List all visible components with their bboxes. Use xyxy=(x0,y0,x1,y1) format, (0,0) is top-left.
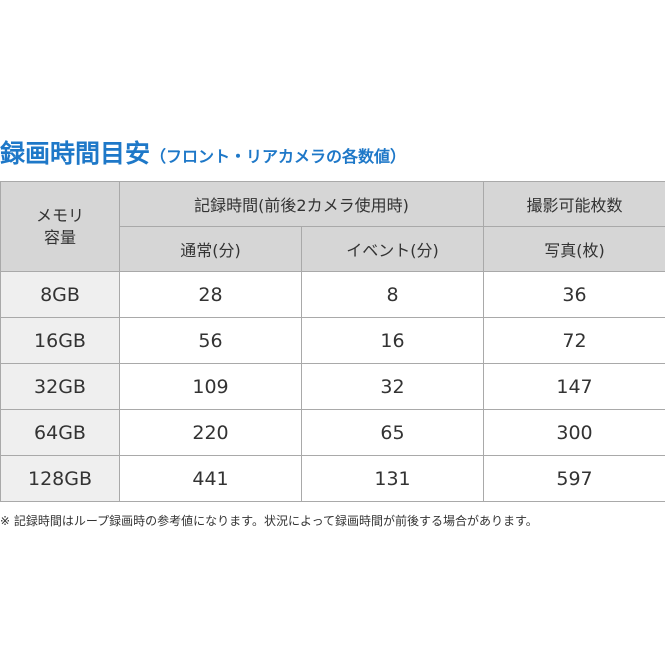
event-minutes-cell: 32 xyxy=(300,363,485,410)
normal-minutes-cell: 56 xyxy=(119,317,302,364)
normal-minutes-cell: 109 xyxy=(119,363,302,410)
title-sub: （フロント・リアカメラの各数値） xyxy=(150,147,407,166)
photos-cell: 72 xyxy=(483,317,665,364)
capacity-cell: 64GB xyxy=(0,409,120,456)
capacity-cell: 8GB xyxy=(0,271,120,318)
table-row: 8GB 28 8 36 xyxy=(0,271,665,318)
normal-minutes-header: 通常(分) xyxy=(119,226,302,272)
capacity-cell: 16GB xyxy=(0,317,120,364)
normal-minutes-cell: 28 xyxy=(119,271,302,318)
photos-header: 写真(枚) xyxy=(483,226,665,272)
title-main: 録画時間目安 xyxy=(0,139,151,168)
capacity-cell: 32GB xyxy=(0,363,120,410)
header-row-2: 通常(分) イベント(分) 写真(枚) xyxy=(1,226,665,272)
photos-cell: 147 xyxy=(483,363,665,410)
table-row: 64GB 220 65 300 xyxy=(0,409,665,456)
capacity-header: メモリ 容量 xyxy=(0,181,120,272)
event-minutes-cell: 16 xyxy=(300,317,485,364)
event-minutes-header: イベント(分) xyxy=(300,226,485,272)
header-row-1: メモリ 容量 記録時間(前後2カメラ使用時) 撮影可能枚数 xyxy=(0,181,665,272)
normal-minutes-cell: 441 xyxy=(119,455,302,502)
capacity-cell: 128GB xyxy=(0,455,120,502)
recording-time-header: 記録時間(前後2カメラ使用時) xyxy=(118,181,485,227)
capacity-header-line-2: 容量 xyxy=(43,227,76,247)
event-minutes-cell: 131 xyxy=(300,455,485,502)
table-row: 128GB 441 131 597 xyxy=(0,455,665,502)
photos-cell: 36 xyxy=(483,271,665,318)
event-minutes-cell: 65 xyxy=(300,409,485,456)
photo-count-header: 撮影可能枚数 xyxy=(483,181,665,227)
table-row: 16GB 56 16 72 xyxy=(0,317,665,364)
photos-cell: 597 xyxy=(483,455,665,502)
capacity-header-line-1: メモリ xyxy=(35,205,84,225)
photos-cell: 300 xyxy=(483,409,665,456)
section-title: 録画時間目安 （フロント・リアカメラの各数値） xyxy=(0,134,406,168)
recording-time-table: メモリ 容量 記録時間(前後2カメラ使用時) 撮影可能枚数 通常(分) イベント… xyxy=(0,181,665,502)
footnote: ※ 記録時間はループ録画時の参考値になります。状況によって録画時間が前後する場合… xyxy=(0,514,538,528)
event-minutes-cell: 8 xyxy=(300,271,485,318)
table-row: 32GB 109 32 147 xyxy=(0,363,665,410)
normal-minutes-cell: 220 xyxy=(119,409,302,456)
